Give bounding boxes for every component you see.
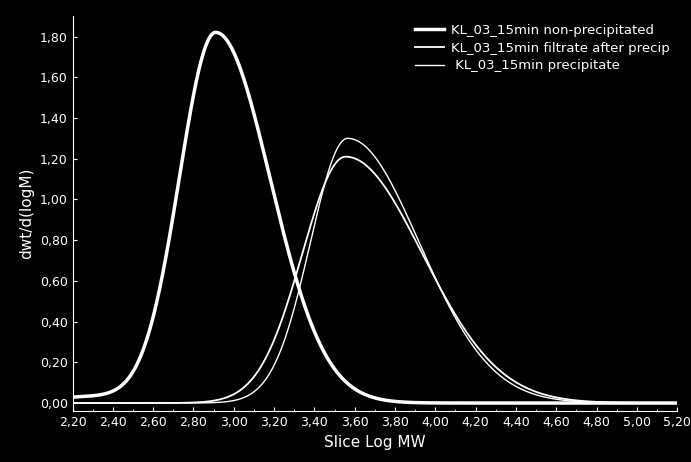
KL_03_15min filtrate after precip bbox=[326, 168, 334, 174]
KL_03_15min non-precipitated bbox=[138, 352, 146, 357]
Line: KL_03_15min non-precipitated: KL_03_15min non-precipitated bbox=[73, 32, 677, 403]
KL_03_15min filtrate after precip bbox=[596, 399, 605, 405]
KL_03_15min non-precipitated bbox=[327, 361, 335, 366]
KL_03_15min filtrate after precip bbox=[673, 400, 681, 406]
Line: KL_03_15min filtrate after precip: KL_03_15min filtrate after precip bbox=[73, 157, 677, 403]
 KL_03_15min precipitate bbox=[661, 400, 670, 406]
 KL_03_15min precipitate bbox=[673, 400, 681, 406]
Line:  KL_03_15min precipitate: KL_03_15min precipitate bbox=[73, 138, 677, 403]
X-axis label: Slice Log MW: Slice Log MW bbox=[324, 435, 426, 450]
KL_03_15min non-precipitated bbox=[211, 30, 220, 35]
KL_03_15min non-precipitated bbox=[661, 400, 670, 406]
 KL_03_15min precipitate bbox=[68, 400, 77, 406]
KL_03_15min filtrate after precip bbox=[173, 400, 182, 406]
KL_03_15min non-precipitated bbox=[301, 303, 309, 309]
KL_03_15min non-precipitated bbox=[673, 400, 681, 406]
Legend: KL_03_15min non-precipitated, KL_03_15min filtrate after precip,  KL_03_15min pr: KL_03_15min non-precipitated, KL_03_15mi… bbox=[411, 20, 673, 76]
KL_03_15min filtrate after precip bbox=[341, 154, 350, 159]
 KL_03_15min precipitate bbox=[173, 400, 182, 406]
KL_03_15min filtrate after precip bbox=[301, 243, 309, 249]
KL_03_15min filtrate after precip bbox=[661, 400, 670, 406]
 KL_03_15min precipitate bbox=[596, 400, 605, 405]
KL_03_15min non-precipitated bbox=[173, 187, 182, 193]
KL_03_15min non-precipitated bbox=[68, 395, 77, 400]
KL_03_15min non-precipitated bbox=[596, 400, 605, 406]
 KL_03_15min precipitate bbox=[301, 265, 309, 271]
 KL_03_15min precipitate bbox=[138, 400, 146, 406]
Y-axis label: dwt/d(logM): dwt/d(logM) bbox=[19, 168, 34, 259]
 KL_03_15min precipitate bbox=[343, 135, 352, 141]
KL_03_15min filtrate after precip bbox=[138, 400, 146, 406]
KL_03_15min filtrate after precip bbox=[68, 400, 77, 406]
 KL_03_15min precipitate bbox=[326, 162, 334, 167]
